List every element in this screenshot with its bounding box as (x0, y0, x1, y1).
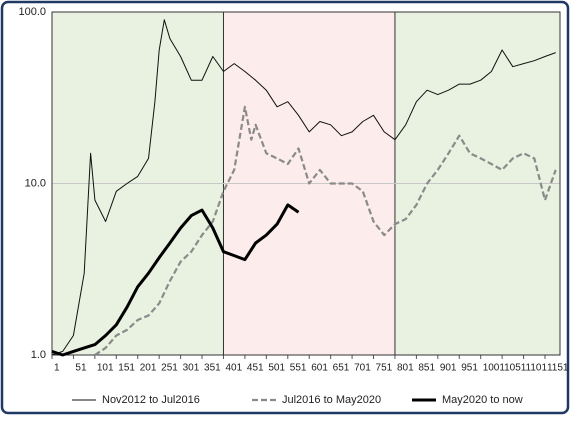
x-tick-label: 251 (161, 363, 178, 374)
x-tick-label: 1 (54, 363, 60, 374)
x-tick-label: 501 (268, 363, 285, 374)
x-tick-label: 201 (140, 363, 157, 374)
x-tick-label: 401 (225, 363, 242, 374)
x-tick-label: 701 (354, 363, 371, 374)
x-tick-label: 101 (97, 363, 114, 374)
x-tick-label: 751 (376, 363, 393, 374)
legend-label: May2020 to now (442, 394, 523, 406)
legend-label: Nov2012 to Jul2016 (102, 394, 200, 406)
x-tick-label: 451 (247, 363, 264, 374)
legend-label: Jul2016 to May2020 (282, 394, 381, 406)
series-line (94, 105, 557, 356)
plot-border (51, 11, 561, 356)
x-tick-label: 1001 (483, 363, 506, 374)
x-tick-label: 651 (333, 363, 350, 374)
x-tick-label: 1101 (526, 363, 548, 374)
x-tick-label: 51 (75, 363, 87, 374)
x-tick-label: 151 (118, 363, 135, 374)
x-tick-label: 801 (397, 363, 414, 374)
x-tick-label: 951 (461, 363, 478, 374)
x-tick-label: 551 (290, 363, 307, 374)
x-tick-label: 351 (204, 363, 221, 374)
series-line (51, 203, 300, 357)
x-tick-label: 301 (183, 363, 200, 374)
x-tick-label: 601 (311, 363, 328, 374)
x-tick-label: 851 (418, 363, 435, 374)
x-tick-label: 1051 (504, 363, 527, 374)
series-line (51, 19, 556, 356)
x-tick-label: 901 (440, 363, 457, 374)
x-tick-label: 1151 (547, 363, 569, 374)
y-tick-label: 1.0 (31, 349, 46, 361)
y-tick-label: 100.0 (18, 6, 46, 18)
y-tick-label: 10.0 (25, 177, 46, 189)
